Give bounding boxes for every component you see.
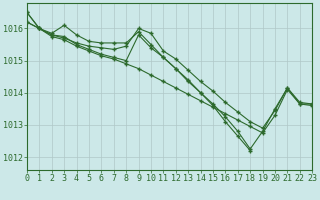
Text: Graphe pression niveau de la mer (hPa): Graphe pression niveau de la mer (hPa) xyxy=(41,182,279,192)
